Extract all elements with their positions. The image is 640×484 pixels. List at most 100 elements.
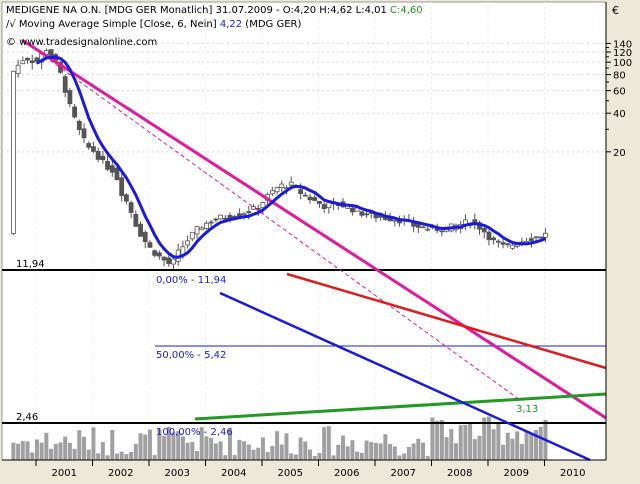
volume-bar [147, 429, 152, 460]
volume-bar [515, 431, 520, 460]
volume-bar [308, 449, 313, 460]
candle-body [133, 213, 139, 227]
volume-bar [180, 436, 185, 460]
candle-body [543, 232, 548, 238]
candle-body [302, 194, 308, 197]
candle-body [161, 256, 167, 261]
candle-body [20, 60, 26, 65]
volume-bar [534, 430, 539, 460]
volume-bar [162, 436, 167, 460]
x-tick-label: 2005 [278, 468, 303, 479]
candle-body [359, 211, 365, 216]
volume-bar [138, 433, 143, 460]
y-tick-label: 100 [613, 58, 632, 69]
volume-bar [439, 419, 444, 460]
volume-bar [49, 448, 54, 460]
candle-body [142, 231, 148, 243]
volume-bar [529, 433, 534, 460]
volume-bar [468, 423, 473, 460]
volume-bar [486, 416, 491, 460]
volume-bar [322, 427, 327, 460]
indicator-line: ∕√ Moving Average Simple [Close, 6, Nein… [6, 19, 301, 30]
support-label: 3,13 [516, 404, 538, 415]
y-tick-label: 120 [613, 48, 632, 59]
candle-body [138, 223, 143, 237]
watermark: © www.tradesignalonline.com [6, 37, 157, 48]
candle-body [298, 189, 304, 194]
candle-body [533, 236, 539, 239]
candle-body [213, 218, 219, 221]
volume-bar [406, 446, 411, 460]
candle-body [251, 206, 256, 210]
volume-bar [204, 436, 209, 460]
candle-body [274, 187, 280, 193]
candle-body [147, 242, 153, 248]
candle-body [100, 155, 106, 161]
candle-body [321, 204, 327, 209]
volume-bar [209, 438, 214, 460]
x-tick-label: 2009 [504, 468, 529, 479]
candle-body [241, 213, 247, 216]
candle-body [260, 202, 266, 209]
candle-body [392, 219, 398, 222]
volume-bar [331, 455, 336, 460]
volume-bar [16, 443, 21, 460]
volume-bar [444, 437, 449, 460]
volume-bar [336, 444, 341, 460]
moving-average-line [36, 55, 547, 259]
volume-bar [114, 453, 119, 460]
volume-bar [383, 434, 388, 460]
candle-body [81, 128, 87, 139]
volume-bar [256, 447, 261, 460]
volume-bar [284, 433, 289, 460]
candle-body [481, 228, 487, 233]
candle-body [76, 120, 82, 130]
volume-bar [176, 431, 181, 460]
candle-body [208, 221, 214, 224]
fib-0-label: 0,00% - 11,94 [156, 275, 226, 286]
y-tick-label: 60 [613, 87, 626, 98]
fib-100-label: 100,00% - 2,46 [156, 427, 233, 438]
candle-body [199, 227, 205, 231]
candle-body [349, 207, 355, 213]
candle-body [114, 167, 120, 181]
candle-body [364, 213, 369, 216]
volume-bar [326, 426, 331, 460]
x-tick-label: 2010 [560, 468, 585, 479]
resistance-trendline-dashed [21, 39, 521, 401]
candle-body [156, 252, 162, 257]
y-tick-label: 80 [613, 71, 626, 82]
volume-bar [501, 444, 506, 460]
volume-bar [72, 448, 77, 460]
volume-bar [477, 435, 482, 460]
volume-bar [482, 417, 487, 460]
candle-body [128, 202, 134, 213]
volume-bar [195, 450, 200, 460]
candle-body [204, 222, 209, 229]
grid [2, 2, 606, 460]
volume-bar [449, 429, 454, 460]
candle-body [109, 165, 115, 173]
volume-bar [298, 437, 303, 460]
candle-body [124, 194, 129, 202]
candle-body [218, 214, 223, 220]
volume-bar [25, 441, 30, 460]
volume-bar [157, 428, 162, 460]
candle-body [171, 258, 176, 265]
volume-bar [11, 442, 16, 460]
x-tick-label: 2006 [334, 468, 359, 479]
candle-body [236, 213, 242, 217]
volume-bar [303, 441, 308, 460]
candle-body [152, 250, 158, 256]
volume-bar [458, 425, 463, 460]
volume-bar [275, 431, 280, 460]
volume-bar [430, 417, 435, 460]
volume-bar [270, 445, 275, 460]
candle-body [288, 181, 294, 186]
candle-body [29, 60, 35, 63]
volume-bar [185, 442, 190, 460]
candle-body [10, 70, 16, 234]
volume-bar [246, 444, 251, 460]
